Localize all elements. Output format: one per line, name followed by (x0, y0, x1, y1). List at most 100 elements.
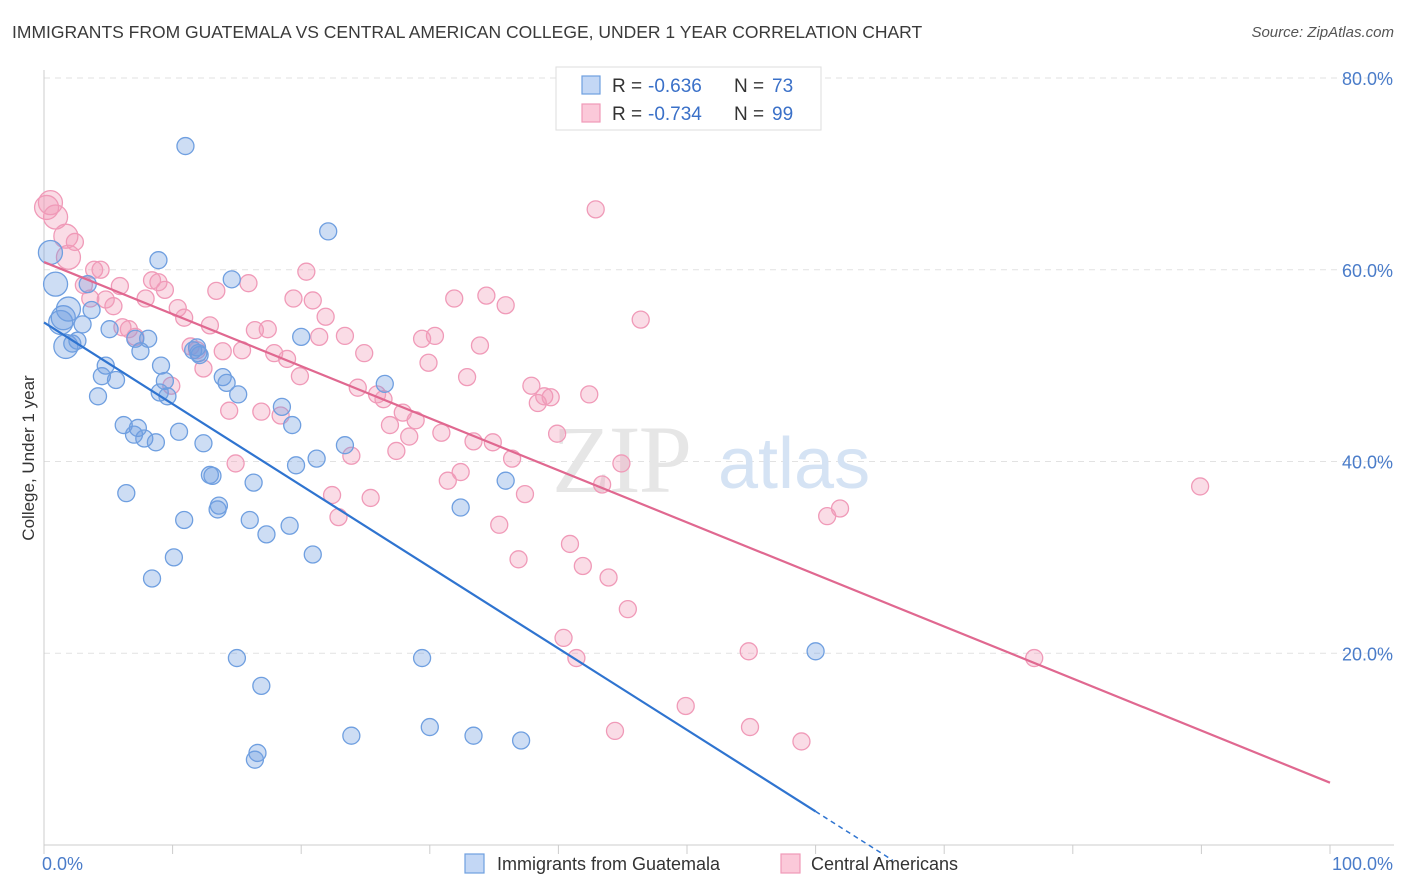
guatemala-point (420, 717, 439, 737)
central-point (335, 326, 355, 346)
central-point (739, 642, 758, 661)
central-point (425, 326, 445, 346)
guatemala-point (286, 456, 306, 475)
guatemala-point (124, 425, 144, 444)
central-point (142, 271, 162, 290)
guatemala-point (106, 370, 126, 390)
bottom-legend-swatch-central (780, 853, 801, 874)
central-point (355, 344, 374, 363)
central-point (419, 353, 438, 372)
guatemala-point (209, 496, 229, 515)
central-point (207, 281, 226, 300)
guatemala-trend-extension (815, 810, 894, 861)
central-point (631, 310, 650, 329)
legend-r-label-1: R = (612, 76, 642, 97)
central-point (65, 232, 85, 252)
central-point (612, 454, 631, 473)
guatemala-point (203, 466, 222, 486)
central-point (252, 402, 271, 421)
central-point (226, 454, 245, 473)
source-label: Source: ZipAtlas.com (1251, 24, 1394, 41)
central-point (580, 385, 599, 404)
central-point (258, 320, 277, 339)
central-point (560, 534, 580, 554)
guatemala-point (252, 676, 271, 695)
central-point (605, 721, 625, 741)
guatemala-point (92, 367, 112, 386)
guatemala-point (82, 300, 101, 320)
y-tick-label-80: 80.0% (1342, 69, 1393, 89)
guatemala-point (150, 383, 169, 402)
legend-n-label-1: N = (734, 76, 764, 97)
guatemala-point (164, 548, 184, 567)
guatemala-point (117, 483, 136, 503)
central-point (310, 327, 329, 347)
guatemala-trend-line (43, 321, 817, 813)
central-point (239, 274, 258, 293)
guatemala-point (42, 271, 69, 297)
central-point (554, 628, 573, 648)
guatemala-point (451, 498, 470, 517)
guatemala-point (222, 270, 241, 289)
guatemala-point (375, 374, 394, 393)
guatemala-point (73, 315, 92, 334)
guatemala-point (194, 434, 213, 453)
guatemala-point (464, 726, 483, 745)
central-point (297, 262, 316, 281)
guatemala-point (63, 334, 82, 353)
guatemala-point (806, 642, 825, 661)
guatemala-point (280, 516, 299, 535)
central-point (400, 427, 419, 446)
guatemala-point (511, 731, 531, 750)
central-point (104, 297, 123, 316)
x-tick-label-0: 0.0% (42, 854, 83, 874)
central-point (541, 388, 560, 407)
legend-n-value-2: 99 (772, 104, 793, 125)
guatemala-point (155, 371, 175, 391)
guatemala-point (176, 136, 195, 156)
central-point (329, 507, 348, 527)
central-point (155, 280, 175, 300)
guatemala-point (257, 525, 276, 544)
central-point (220, 401, 239, 420)
top-legend: R = -0.636 N = 73 R = -0.734 N = 99 (555, 66, 822, 131)
watermark: ZIP atlas (552, 406, 870, 513)
central-americans-points (33, 189, 1210, 751)
guatemala-point (245, 750, 265, 769)
central-point (284, 289, 303, 308)
guatemala-point (37, 239, 64, 266)
central-point (361, 488, 380, 508)
central-trend-line (43, 261, 1331, 784)
central-point (477, 286, 496, 305)
legend-n-label-2: N = (734, 104, 764, 125)
central-point (303, 291, 322, 310)
central-point (535, 387, 554, 406)
central-point (342, 446, 361, 465)
central-point (740, 717, 760, 737)
bottom-legend: Immigrants from Guatemala Central Americ… (464, 853, 958, 874)
guatemala-point (149, 251, 168, 270)
y-tick-label-60: 60.0% (1342, 261, 1393, 281)
central-point (53, 223, 79, 249)
guatemala-point (412, 648, 432, 668)
central-point (470, 336, 490, 355)
central-point (573, 556, 592, 576)
guatemala-point (292, 327, 311, 347)
watermark-atlas: atlas (718, 424, 870, 504)
legend-swatch-guatemala (581, 75, 601, 95)
legend-r-label-2: R = (612, 104, 642, 125)
legend-r-value-1: -0.636 (648, 76, 702, 97)
central-point (496, 296, 515, 315)
guatemala-point (240, 510, 259, 530)
guatemala-point (335, 436, 355, 455)
legend-r-value-2: -0.734 (648, 104, 702, 125)
central-point (316, 307, 335, 326)
guatemala-point (307, 449, 326, 468)
y-tick-label-20: 20.0% (1342, 644, 1393, 664)
y-tick-labels: 20.0% 40.0% 60.0% 80.0% (1342, 69, 1393, 664)
guatemala-point (272, 397, 292, 417)
legend-n-value-1: 73 (772, 76, 793, 97)
central-point (457, 367, 477, 387)
central-point (490, 515, 509, 534)
